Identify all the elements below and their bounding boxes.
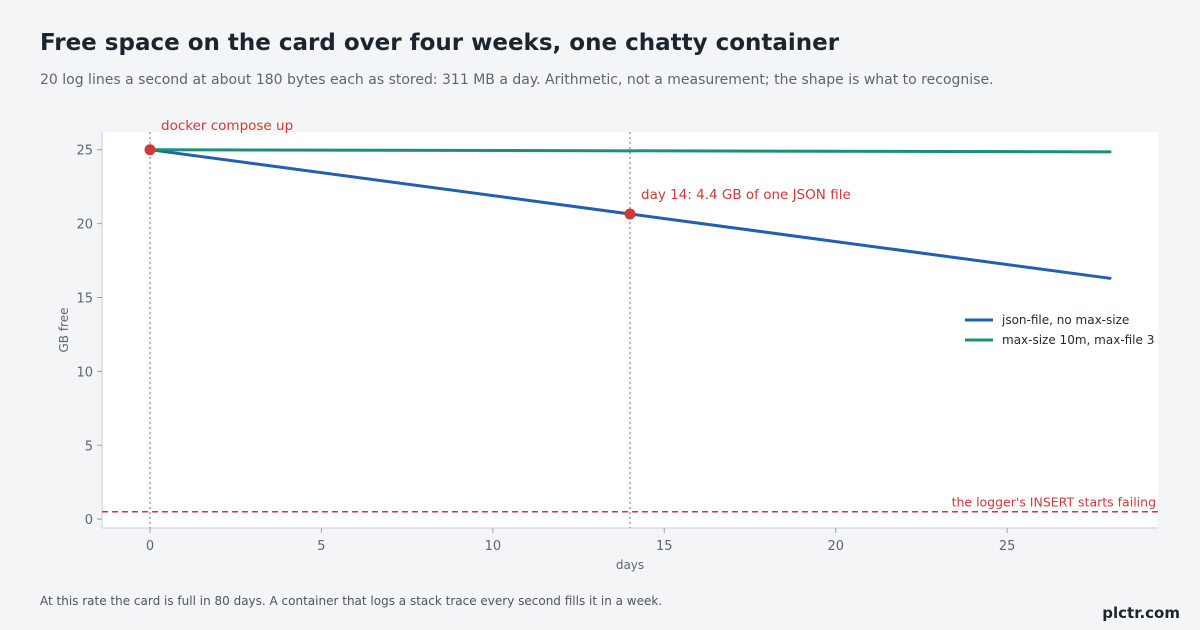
brand-logo: plctr.com [1102,604,1180,622]
threshold-line-group: the logger's INSERT starts failing [102,495,1158,513]
annotation-marker [624,208,636,220]
legend-label: max-size 10m, max-file 3 [1002,333,1154,347]
y-tick-label: 20 [76,218,93,233]
footnote: At this rate the card is full in 80 days… [40,594,663,608]
x-tick-label: 10 [485,539,502,554]
annotated-points: docker compose up day 14: 4.4 GB of one J… [144,118,851,220]
x-tick-label: 25 [999,539,1016,554]
page-title: Free space on the card over four weeks, … [40,30,840,56]
page-subtitle: 20 log lines a second at about 180 bytes… [40,72,994,88]
annotation-marker [144,144,156,156]
y-tick-label: 0 [85,513,93,528]
x-tick-label: 5 [317,539,325,554]
legend-label: json-file, no max-size [1001,313,1129,327]
x-tick-label: 15 [656,539,673,554]
annotation-label: docker compose up [161,118,293,134]
y-tick-label: 10 [76,365,93,380]
x-axis-title: days [616,558,644,572]
x-tick-label: 0 [146,539,154,554]
x-tick-label: 20 [827,539,844,554]
legend: json-file, no max-size max-size 10m, max-… [965,313,1154,347]
annotation-label: day 14: 4.4 GB of one JSON file [641,187,851,203]
y-tick-label: 5 [85,439,93,454]
y-tick-label: 25 [76,144,93,159]
series-line-2 [148,148,1112,154]
reference-lines [149,132,631,528]
y-axis-title: GB free [57,307,71,352]
axes: 0 5 10 15 20 25 0 5 10 15 20 25 days GB free [57,132,1158,572]
y-tick-label: 15 [76,291,93,306]
threshold-label: the logger's INSERT starts failing [952,495,1156,510]
